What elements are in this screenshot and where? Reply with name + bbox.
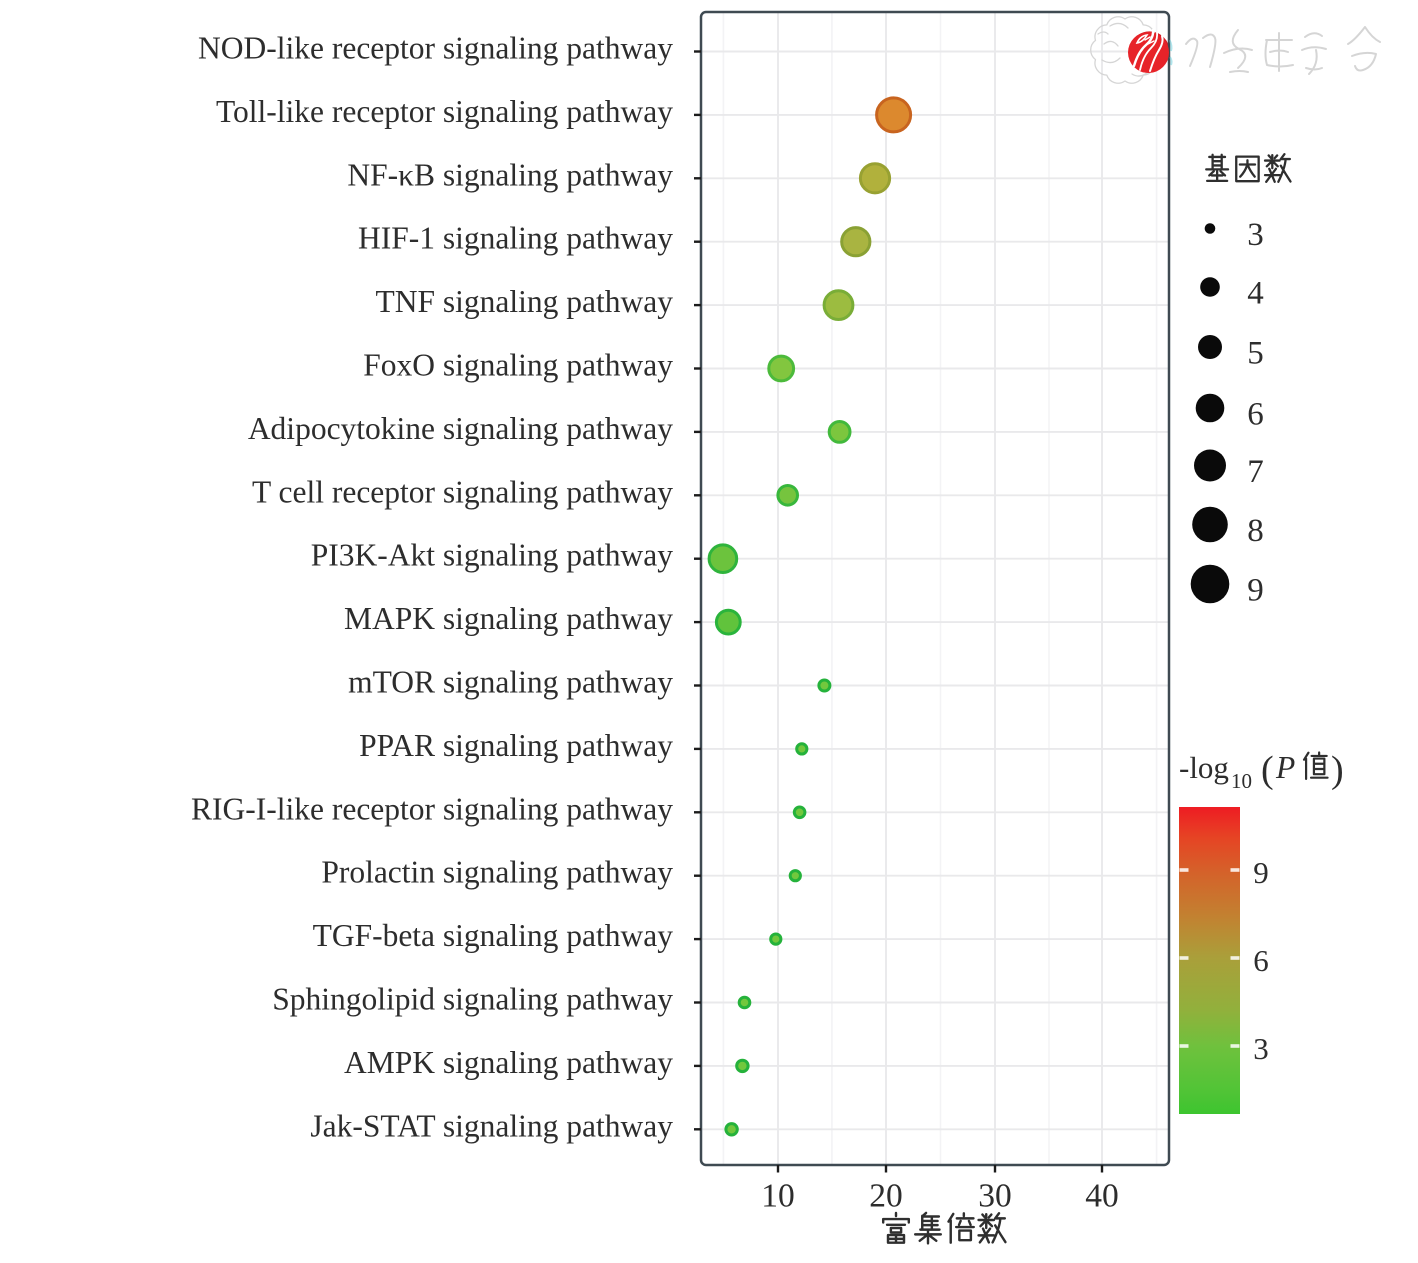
svg-text:6: 6 [1253, 943, 1269, 978]
svg-text:-log: -log [1179, 750, 1229, 785]
svg-text:9: 9 [1247, 573, 1264, 609]
svg-text:20: 20 [869, 1178, 903, 1215]
svg-text:Sphingolipid signaling pathway: Sphingolipid signaling pathway [272, 982, 673, 1017]
svg-text:mTOR signaling pathway: mTOR signaling pathway [348, 665, 673, 700]
svg-text:PPAR signaling pathway: PPAR signaling pathway [359, 728, 673, 763]
svg-text:P: P [1275, 750, 1295, 785]
svg-text:Toll-like receptor signaling p: Toll-like receptor signaling pathway [216, 94, 673, 129]
svg-text:9: 9 [1253, 855, 1269, 890]
svg-text:3: 3 [1247, 217, 1264, 253]
svg-text:NF-κB signaling pathway: NF-κB signaling pathway [347, 157, 673, 192]
svg-text:30: 30 [978, 1178, 1012, 1215]
svg-text:FoxO signaling pathway: FoxO signaling pathway [363, 348, 673, 383]
svg-text:): ) [1331, 749, 1344, 791]
svg-text:(: ( [1261, 749, 1274, 791]
svg-text:TNF signaling pathway: TNF signaling pathway [376, 284, 674, 319]
svg-text:Adipocytokine signaling pathwa: Adipocytokine signaling pathway [248, 411, 673, 446]
svg-text:HIF-1 signaling pathway: HIF-1 signaling pathway [358, 221, 673, 256]
svg-text:TGF-beta signaling pathway: TGF-beta signaling pathway [313, 918, 674, 953]
svg-text:7: 7 [1247, 454, 1264, 490]
svg-text:10: 10 [1231, 769, 1252, 793]
svg-text:4: 4 [1247, 276, 1264, 312]
svg-text:AMPK signaling pathway: AMPK signaling pathway [344, 1045, 673, 1080]
svg-text:RIG-I-like receptor signaling: RIG-I-like receptor signaling pathway [191, 791, 673, 826]
svg-text:T cell receptor signaling path: T cell receptor signaling pathway [252, 474, 673, 509]
svg-text:MAPK signaling pathway: MAPK signaling pathway [344, 601, 673, 636]
svg-text:Jak-STAT signaling pathway: Jak-STAT signaling pathway [310, 1108, 673, 1143]
svg-text:6: 6 [1247, 397, 1264, 433]
svg-text:40: 40 [1085, 1178, 1119, 1215]
svg-text:3: 3 [1253, 1031, 1269, 1066]
svg-text:NOD-like receptor signaling pa: NOD-like receptor signaling pathway [198, 31, 673, 66]
svg-text:5: 5 [1247, 336, 1264, 372]
svg-text:Prolactin signaling pathway: Prolactin signaling pathway [321, 855, 673, 890]
svg-text:8: 8 [1247, 513, 1264, 549]
svg-text:PI3K-Akt signaling pathway: PI3K-Akt signaling pathway [311, 538, 673, 573]
svg-text:10: 10 [761, 1178, 795, 1215]
